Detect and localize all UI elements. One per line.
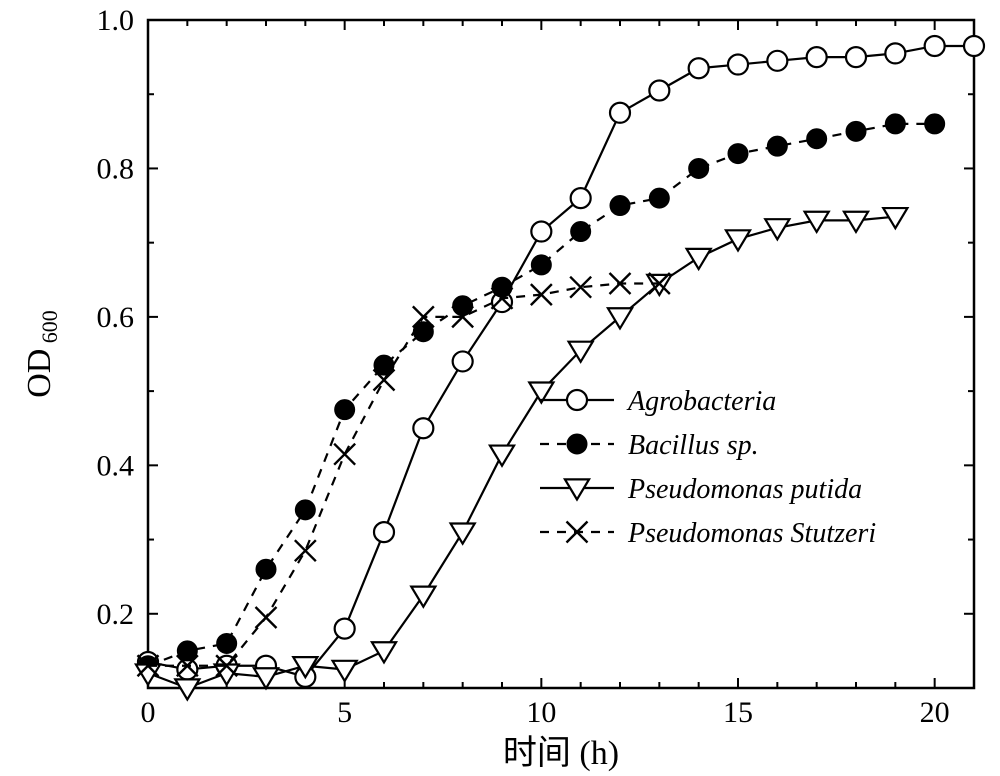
legend-label: Pseudomonas Stutzeri (627, 518, 876, 549)
x-axis-label: 时间 (h) (503, 735, 619, 772)
chart-svg: 051015200.20.40.60.81.0时间 (h)OD 600Agrob… (0, 0, 1000, 776)
legend-label: Pseudomonas putida (627, 474, 862, 505)
x-tick-label: 20 (920, 696, 950, 729)
x-tick-label: 5 (337, 696, 352, 729)
y-tick-label: 0.8 (97, 152, 135, 185)
legend-label: Bacillus sp. (628, 430, 759, 461)
legend-label: Agrobacteria (626, 386, 776, 417)
y-tick-label: 0.6 (97, 301, 135, 334)
y-tick-label: 0.4 (97, 449, 135, 482)
y-tick-label: 1.0 (97, 4, 135, 37)
x-tick-label: 10 (526, 696, 556, 729)
growth-curve-chart: 051015200.20.40.60.81.0时间 (h)OD 600Agrob… (0, 0, 1000, 776)
y-tick-label: 0.2 (97, 598, 135, 631)
x-tick-label: 0 (141, 696, 156, 729)
x-tick-label: 15 (723, 696, 753, 729)
